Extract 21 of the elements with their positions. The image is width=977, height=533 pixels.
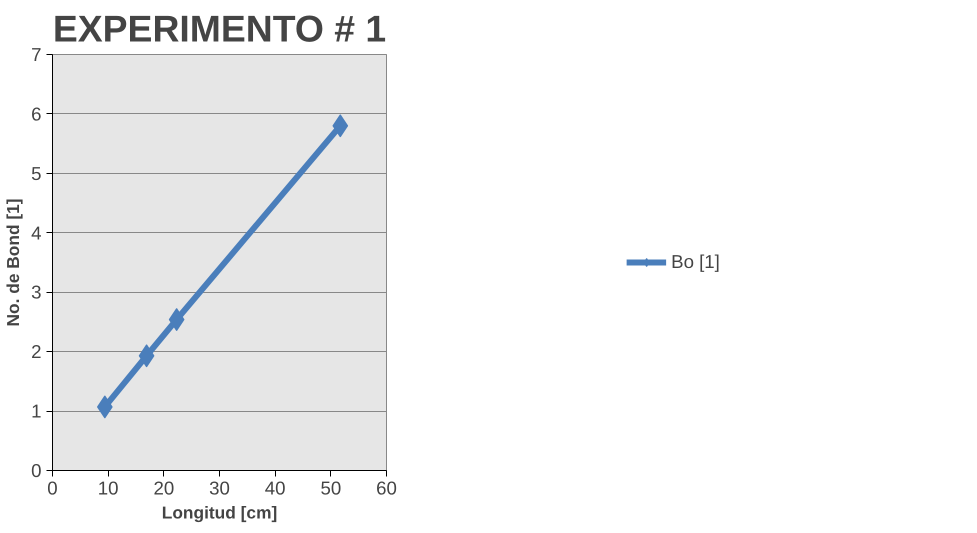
y-tick-label: 3	[31, 282, 42, 303]
x-tick-label: 30	[209, 478, 230, 498]
x-tick-label: 40	[264, 478, 286, 498]
y-tick-label: 7	[31, 44, 42, 65]
y-tick-label: 5	[31, 162, 42, 184]
legend-label: Bo [1]	[671, 251, 720, 273]
y-tick-label: 2	[31, 341, 42, 362]
x-tick-label: 60	[376, 478, 397, 498]
x-axis-title: Longitud [cm]	[162, 502, 278, 522]
chart-title: EXPERIMENTO # 1	[52, 8, 386, 50]
y-axis-title: No. de Bond [1]	[3, 198, 24, 327]
y-tick-label: 0	[31, 460, 42, 481]
point	[96, 395, 113, 418]
y-tick-label: 4	[31, 222, 42, 244]
x-tick-label: 50	[320, 478, 342, 498]
point	[332, 114, 348, 138]
x-tick-label: 0	[47, 478, 58, 498]
x-tick-label: 10	[98, 478, 119, 498]
y-tick-label: 1	[31, 400, 42, 422]
x-tick-label: 20	[153, 478, 174, 498]
y-tick-label: 6	[31, 103, 42, 124]
